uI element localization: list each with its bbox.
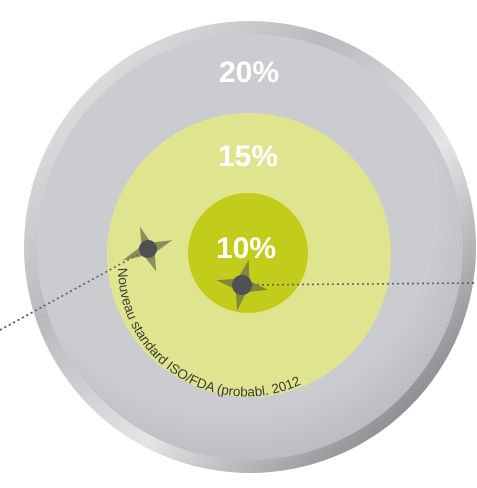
pointer-line-left-overlay (0, 248, 149, 331)
zone-10-percent (188, 193, 308, 313)
ring-label-10: 10% (216, 232, 276, 265)
pointer-line-right-overlay (241, 282, 477, 286)
marker-dot (139, 240, 157, 258)
ring-label-20: 20% (219, 56, 279, 89)
ring-label-15: 15% (218, 140, 278, 173)
measurement-marker-left (122, 226, 173, 272)
measurement-marker-center (216, 259, 268, 311)
marker-dot (232, 275, 252, 295)
